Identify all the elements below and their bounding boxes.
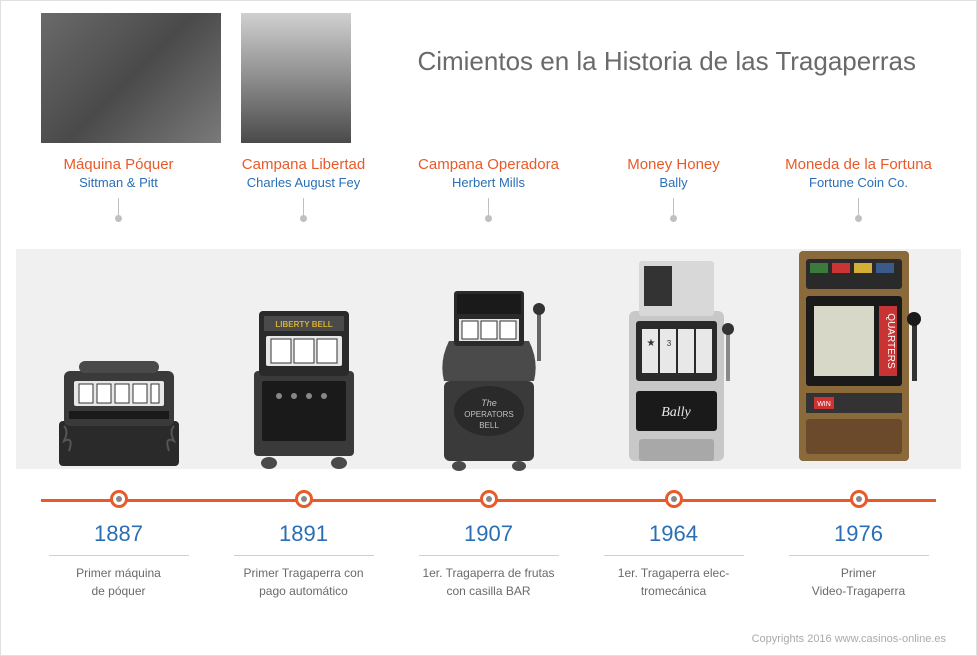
year-label: 1887 (31, 521, 206, 547)
divider (419, 555, 559, 556)
timeline-dot-icon (295, 490, 313, 508)
item-name: Campana Operadora (418, 156, 559, 173)
divider (604, 555, 744, 556)
item-subtitle: Bally (659, 175, 687, 190)
svg-text:★: ★ (646, 338, 655, 349)
portrait-bw-photo (241, 13, 351, 143)
dot-wrap (771, 490, 946, 508)
item-name: Money Honey (627, 156, 720, 173)
year-label: 1964 (586, 521, 761, 547)
dot-wrap (586, 490, 761, 508)
machine-operators-bell: The OPERATORS BELL (414, 261, 564, 471)
year-label: 1891 (216, 521, 391, 547)
item-name: Máquina Póquer (63, 156, 173, 173)
year-desc: Primer Tragaperra con pago automático (216, 564, 391, 600)
desc-line: con casilla BAR (446, 584, 530, 598)
svg-text:BELL: BELL (479, 421, 499, 430)
infographic-canvas: Cimientos en la Historia de las Tragaper… (0, 0, 977, 656)
divider (789, 555, 929, 556)
desc-line: 1er. Tragaperra elec- (618, 566, 729, 580)
item-label-1: Campana Libertad Charles August Fey (216, 156, 391, 218)
desc-line: Primer máquina (76, 566, 161, 580)
year-desc: Primer Video-Tragaperra (771, 564, 946, 600)
machines-row: LIBERTY BELL Th (1, 226, 976, 471)
machine-bally-electromechanical: ★ 3 Bally (599, 241, 749, 471)
interior-shop-bw-photo (41, 13, 221, 143)
header-photos (41, 13, 351, 143)
machine-liberty-bell: LIBERTY BELL (229, 271, 379, 471)
desc-line: Primer Tragaperra con (243, 566, 363, 580)
svg-text:QUARTERS: QUARTERS (885, 313, 896, 369)
machine-ornate-cash-register (44, 311, 194, 471)
year-label: 1907 (401, 521, 576, 547)
copyright-text: Copyrights 2016 www.casinos-online.es (752, 633, 946, 645)
item-name: Campana Libertad (242, 156, 365, 173)
desc-line: de póquer (91, 584, 145, 598)
item-name: Moneda de la Fortuna (785, 156, 932, 173)
item-label-3: Money Honey Bally (586, 156, 761, 218)
dot-wrap (401, 490, 576, 508)
connector-line (673, 198, 674, 218)
dot-wrap (31, 490, 206, 508)
page-title: Cimientos en la Historia de las Tragaper… (417, 46, 916, 77)
svg-text:The: The (481, 398, 497, 408)
desc-line: Primer (841, 566, 876, 580)
timeline-dots (1, 490, 976, 508)
year-desc: 1er. Tragaperra elec- tromecánica (586, 564, 761, 600)
desc-line: Video-Tragaperra (812, 584, 905, 598)
year-block-4: 1976 Primer Video-Tragaperra (771, 521, 946, 600)
year-label: 1976 (771, 521, 946, 547)
divider (49, 555, 189, 556)
connector-line (858, 198, 859, 218)
item-label-2: Campana Operadora Herbert Mills (401, 156, 576, 218)
timeline-dot-icon (480, 490, 498, 508)
years-row: 1887 Primer máquina de póquer 1891 Prime… (1, 521, 976, 600)
machine-video-slot: QUARTERS WIN (784, 221, 934, 471)
desc-line: pago automático (259, 584, 348, 598)
svg-text:Bally: Bally (661, 405, 691, 420)
timeline-dot-icon (850, 490, 868, 508)
connector-line (488, 198, 489, 218)
desc-line: tromecánica (641, 584, 706, 598)
year-desc: 1er. Tragaperra de frutas con casilla BA… (401, 564, 576, 600)
year-block-1: 1891 Primer Tragaperra con pago automáti… (216, 521, 391, 600)
svg-text:3: 3 (666, 339, 671, 348)
items-labels-row: Máquina Póquer Sittman & Pitt Campana Li… (1, 156, 976, 218)
timeline-dot-icon (110, 490, 128, 508)
item-label-4: Moneda de la Fortuna Fortune Coin Co. (771, 156, 946, 218)
timeline-dot-icon (665, 490, 683, 508)
desc-line: 1er. Tragaperra de frutas (422, 566, 554, 580)
connector-line (118, 198, 119, 218)
item-subtitle: Sittman & Pitt (79, 175, 158, 190)
dot-wrap (216, 490, 391, 508)
svg-text:LIBERTY BELL: LIBERTY BELL (275, 320, 332, 329)
item-subtitle: Fortune Coin Co. (809, 175, 908, 190)
item-subtitle: Herbert Mills (452, 175, 525, 190)
item-label-0: Máquina Póquer Sittman & Pitt (31, 156, 206, 218)
year-desc: Primer máquina de póquer (31, 564, 206, 600)
connector-line (303, 198, 304, 218)
year-block-0: 1887 Primer máquina de póquer (31, 521, 206, 600)
year-block-3: 1964 1er. Tragaperra elec- tromecánica (586, 521, 761, 600)
svg-text:OPERATORS: OPERATORS (464, 410, 514, 419)
svg-text:WIN: WIN (817, 401, 831, 408)
item-subtitle: Charles August Fey (247, 175, 360, 190)
divider (234, 555, 374, 556)
year-block-2: 1907 1er. Tragaperra de frutas con casil… (401, 521, 576, 600)
